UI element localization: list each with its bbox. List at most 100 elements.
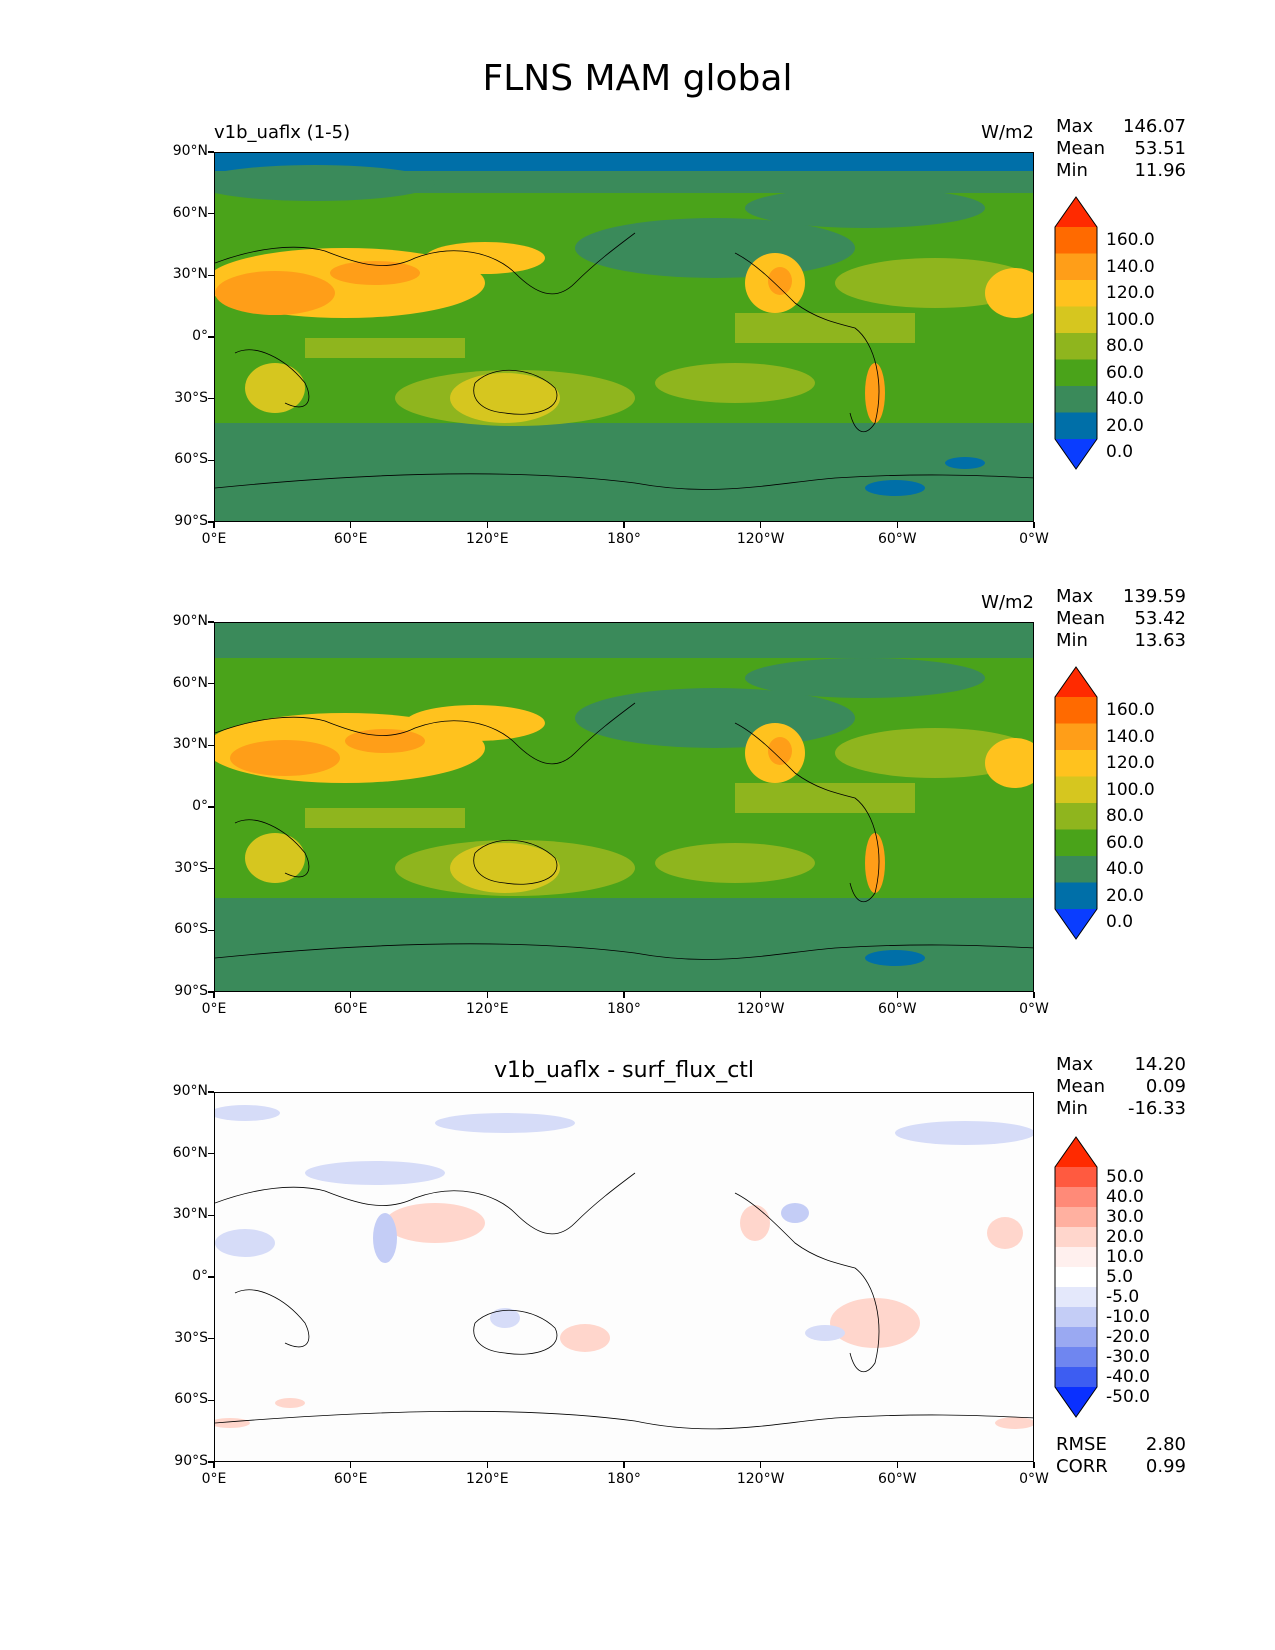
x-tick-label: 0°W [1019, 1001, 1049, 1017]
y-tick-label: 0° [192, 328, 208, 344]
x-tick-mark [486, 992, 489, 998]
max-value: 146.07 [1123, 116, 1186, 137]
y-tick-label: 30°N [172, 266, 208, 283]
x-tick-label: 120°E [466, 531, 509, 547]
min-value: -16.33 [1127, 1098, 1186, 1119]
min-label: Min [1056, 1098, 1088, 1119]
colorbar-segment [1055, 1367, 1097, 1388]
colorbar-tick-label: 140.0 [1106, 726, 1155, 747]
colorbar-tick-label: 5.0 [1106, 1267, 1134, 1287]
y-tick-mark [208, 1214, 214, 1217]
y-tick-mark [208, 212, 214, 215]
colorbar-tick-label: -30.0 [1106, 1347, 1150, 1367]
x-tick-label: 0°E [201, 1001, 227, 1017]
y-tick-label: 60°N [172, 1144, 208, 1161]
x-tick-label: 60°E [333, 1471, 368, 1487]
map-field-test [215, 153, 1033, 521]
y-tick-label: 30°S [174, 389, 208, 406]
y-tick-mark [208, 1152, 214, 1155]
y-tick-mark [208, 929, 214, 932]
map-plot [214, 622, 1034, 992]
colorbar-tick-label: 40.0 [1106, 859, 1144, 880]
mean-label: Mean [1056, 1076, 1106, 1097]
colorbar-segment [1055, 803, 1097, 830]
panel-difference: v1b_uaflx - surf_flux_ctl [0, 0, 1275, 1477]
mean-value: 53.51 [1134, 138, 1186, 159]
mean-label: Mean [1056, 138, 1106, 159]
colorbar-outline [1054, 666, 1098, 940]
colorbar-tick-label: 120.0 [1106, 753, 1155, 774]
x-tick-mark [896, 522, 899, 528]
x-tick-label: 0°E [201, 1471, 227, 1487]
colorbar-tick-label: 80.0 [1106, 336, 1144, 357]
y-tick-mark [208, 274, 214, 277]
y-tick-label: 90°S [174, 983, 208, 999]
max-label: Max [1056, 586, 1094, 607]
mean-value: 53.42 [1134, 608, 1186, 629]
rmse-label: RMSE [1056, 1434, 1107, 1455]
x-tick-label: 0°E [201, 531, 227, 547]
y-tick-mark [208, 1091, 214, 1093]
colorbar-tick-label: 60.0 [1106, 362, 1144, 383]
y-tick-mark [208, 621, 214, 623]
y-tick-label: 60°N [172, 204, 208, 221]
colorbar-segment [1055, 1307, 1097, 1328]
colorbar-segment [1055, 882, 1097, 910]
y-tick-label: 0° [192, 798, 208, 814]
corr-label: CORR [1056, 1456, 1108, 1477]
panel-subtitle-center: v1b_uaflx - surf_flux_ctl [493, 1058, 755, 1083]
y-tick-label: 90°N [172, 1083, 208, 1099]
colorbar-extend-top [1055, 1137, 1097, 1167]
x-tick-mark [759, 522, 762, 528]
y-tick-mark [208, 1461, 214, 1463]
colorbar-segment [1055, 333, 1097, 360]
y-tick-mark [208, 459, 214, 462]
y-tick-label: 30°S [174, 1329, 208, 1346]
y-tick-mark [208, 397, 214, 400]
colorbar-segment [1055, 1267, 1097, 1288]
colorbar-segment [1055, 280, 1097, 307]
stats-box: Max 139.59 Mean 53.42 Min 13.63 [1056, 586, 1186, 652]
colorbar-segment [1055, 697, 1097, 724]
y-tick-mark [208, 521, 214, 523]
stats-box: Max 146.07 Mean 53.51 Min 11.96 [1056, 116, 1186, 182]
x-tick-mark [349, 992, 352, 998]
y-tick-mark [208, 1337, 214, 1340]
mean-value: 0.09 [1145, 1076, 1186, 1097]
max-value: 139.59 [1123, 586, 1186, 607]
colorbar-tick-label: 0.0 [1106, 442, 1134, 463]
x-tick-label: 120°E [466, 1001, 509, 1017]
y-tick-mark [208, 806, 214, 808]
max-label: Max [1056, 1054, 1094, 1075]
x-tick-label: 120°E [466, 1471, 509, 1487]
colorbar-tick-label: 100.0 [1106, 779, 1155, 800]
colorbar-tick-label: 50.0 [1106, 1167, 1144, 1187]
units-label: W/m2 [981, 122, 1034, 143]
x-tick-label: 120°W [736, 1001, 785, 1017]
x-tick-label: 0°W [1019, 531, 1049, 547]
min-value: 11.96 [1134, 160, 1186, 181]
y-tick-label: 30°N [172, 1206, 208, 1223]
x-tick-label: 60°W [877, 1001, 917, 1017]
colorbar-tick-label: 40.0 [1106, 389, 1144, 410]
map-plot [214, 1092, 1034, 1462]
colorbar-segment [1055, 856, 1097, 883]
colorbar-outline [1054, 196, 1098, 470]
y-tick-label: 90°S [174, 1453, 208, 1469]
colorbar-segment [1055, 750, 1097, 777]
x-tick-label: 180° [607, 531, 641, 547]
y-tick-mark [208, 682, 214, 685]
x-tick-mark [759, 1462, 762, 1468]
x-tick-mark [213, 522, 215, 528]
colorbar-tick-label: 20.0 [1106, 885, 1144, 906]
x-tick-mark [349, 1462, 352, 1468]
x-tick-mark [623, 522, 625, 528]
x-tick-label: 0°W [1019, 1471, 1049, 1487]
y-tick-label: 60°N [172, 674, 208, 691]
y-tick-mark [208, 151, 214, 153]
colorbar-tick-label: 30.0 [1106, 1207, 1144, 1227]
colorbar-segment [1055, 359, 1097, 387]
colorbar-segment [1055, 306, 1097, 334]
colorbar-tick-label: 20.0 [1106, 415, 1144, 436]
units-label: W/m2 [981, 592, 1034, 613]
